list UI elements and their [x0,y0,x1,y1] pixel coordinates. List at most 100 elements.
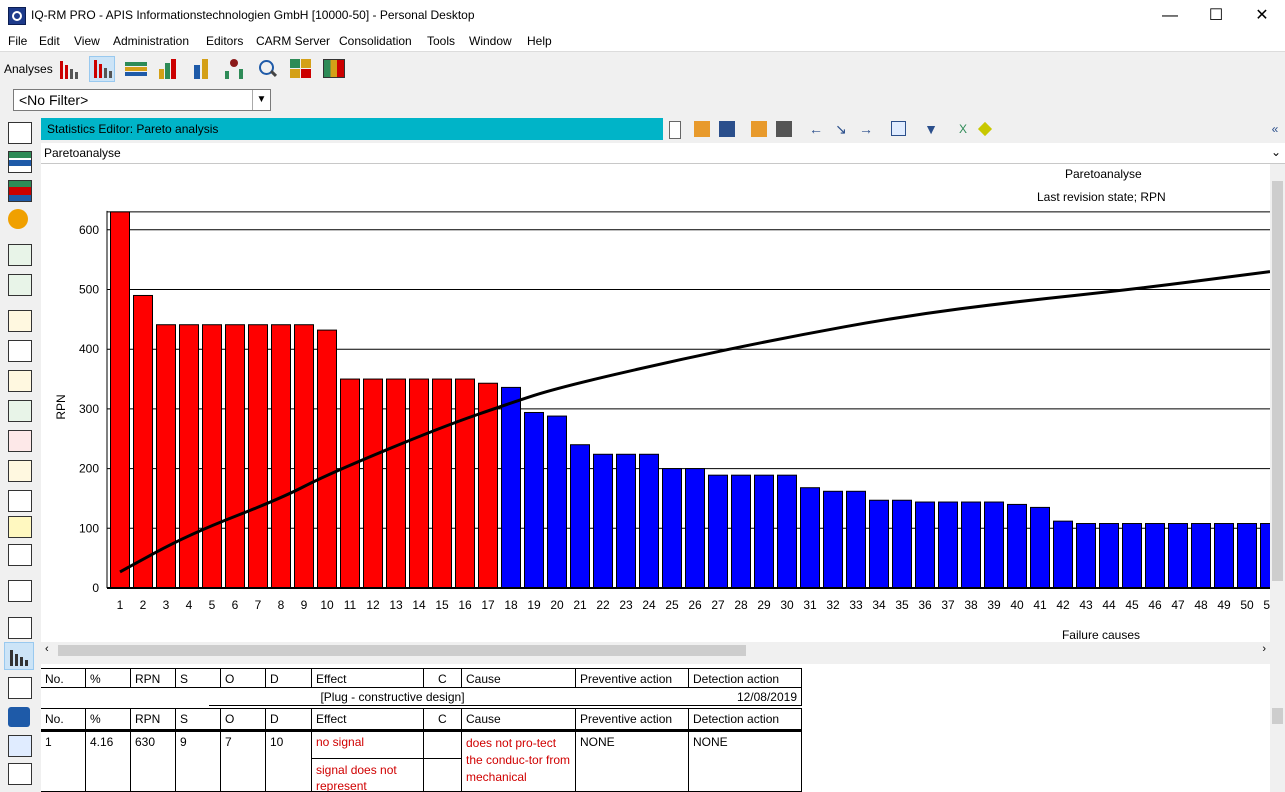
edit-table-icon[interactable] [8,516,32,538]
bar-14[interactable] [409,378,429,589]
filter-dropdown[interactable]: <No Filter> ▼ [13,89,271,111]
minimize-button[interactable]: — [1162,7,1178,24]
table-scroll-thumb[interactable] [1272,708,1283,724]
scroll-left-icon[interactable]: ‹ [45,643,49,655]
pareto-chart-icon[interactable] [89,56,115,82]
lambda-icon[interactable] [8,544,32,566]
matrix-icon[interactable] [288,56,314,82]
vertical-scroll-thumb[interactable] [1272,181,1283,581]
menu-carm-server[interactable]: CARM Server [256,34,331,48]
row1-detection[interactable]: NONE [689,730,802,792]
row1-c-2[interactable] [424,759,462,792]
bar-6[interactable] [225,324,245,589]
row1-pct[interactable]: 4.16 [86,730,131,792]
bar-34[interactable] [869,499,889,589]
lungs-icon[interactable] [8,707,30,727]
bar-16[interactable] [455,378,475,589]
column-chart-icon[interactable] [156,56,182,82]
new-icon[interactable] [669,121,681,139]
chevron-down-icon[interactable]: ▼ [252,90,270,110]
menu-file[interactable]: File [8,34,28,48]
bar-8[interactable] [271,324,291,589]
row1-c-1[interactable] [424,730,462,759]
bar-12[interactable] [363,378,383,589]
formula-icon[interactable]: X [958,122,967,136]
row1-s[interactable]: 9 [176,730,221,792]
collapse-icon[interactable]: « [1271,122,1279,136]
menu-consolidation[interactable]: Consolidation [339,34,412,48]
bar-10[interactable] [317,329,337,589]
bar-47[interactable] [1168,523,1188,589]
bar-7[interactable] [248,324,268,589]
network-red-icon[interactable] [8,430,32,452]
row1-rpn[interactable]: 630 [131,730,176,792]
stacked-chart-icon[interactable] [189,56,215,82]
report-icon[interactable] [8,617,32,639]
bar-9[interactable] [294,324,314,589]
scroll-right-icon[interactable]: › [1262,643,1266,655]
row1-preventive[interactable]: NONE [576,730,689,792]
bar-1[interactable] [110,211,130,589]
menu-tools[interactable]: Tools [427,34,456,48]
bar-28[interactable] [731,474,751,589]
bar-37[interactable] [938,501,958,589]
bar-25[interactable] [662,468,682,589]
bar-13[interactable] [386,378,406,589]
bar-35[interactable] [892,499,912,589]
bar-2[interactable] [133,294,153,589]
bar-15[interactable] [432,378,452,589]
people-chart-icon[interactable] [222,56,248,82]
help-icon[interactable] [8,209,28,229]
print-icon[interactable] [776,121,792,137]
bar-24[interactable] [639,453,659,589]
bar-4[interactable] [179,324,199,589]
chart-horizontal-scrollbar[interactable]: ‹ › [41,642,1270,659]
table-icon[interactable] [8,490,32,512]
bar-39[interactable] [984,501,1004,589]
menu-editors[interactable]: Editors [206,34,244,48]
close-button[interactable]: ✕ [1255,7,1269,24]
schedule-icon[interactable] [8,274,32,296]
timeline-icon[interactable] [8,677,32,699]
bar-27[interactable] [708,474,728,589]
bar-19[interactable] [524,411,544,589]
bar-31[interactable] [800,487,820,589]
maximize-button[interactable]: ☐ [1208,7,1224,24]
menu-edit[interactable]: Edit [39,34,60,48]
highlight-icon[interactable] [977,121,993,137]
tree-icon[interactable] [8,310,32,332]
export-icon[interactable] [751,121,767,137]
menu-view[interactable]: View [74,34,100,48]
checklist-icon[interactable] [8,244,32,266]
area-chart-icon[interactable] [123,56,149,82]
bar-48[interactable] [1191,523,1211,589]
chevron-down-icon[interactable]: ⌄ [1270,145,1281,159]
row1-cause[interactable]: does not pro-tect the conduc-tor from me… [462,730,576,792]
hierarchy-icon[interactable] [8,370,32,392]
search-analysis-icon[interactable] [255,56,281,82]
bar-46[interactable] [1145,523,1165,589]
menu-administration[interactable]: Administration [113,34,190,48]
row1-effect-2[interactable]: signal does not represent [312,759,424,792]
bar-45[interactable] [1122,523,1142,589]
bar-20[interactable] [547,415,567,589]
bar-21[interactable] [570,444,590,589]
bar-49[interactable] [1214,523,1234,589]
row1-no[interactable]: 1 [41,730,86,792]
structure-icon[interactable] [8,180,32,202]
network-icon[interactable] [8,400,32,422]
bar-22[interactable] [593,453,613,589]
arrow-branch-icon[interactable]: ↘ [835,121,847,137]
horizontal-scroll-thumb[interactable] [58,645,746,656]
open-icon[interactable] [694,121,710,137]
bar-33[interactable] [846,490,866,589]
list-icon[interactable] [8,340,32,362]
document-icon[interactable] [8,580,32,602]
bar-29[interactable] [754,474,774,589]
bar-41[interactable] [1030,506,1050,589]
save-icon[interactable] [719,121,735,137]
risk-matrix-icon[interactable] [321,56,347,82]
bar-26[interactable] [685,468,705,589]
flow-icon[interactable] [8,460,32,482]
window-icon[interactable] [891,121,906,136]
